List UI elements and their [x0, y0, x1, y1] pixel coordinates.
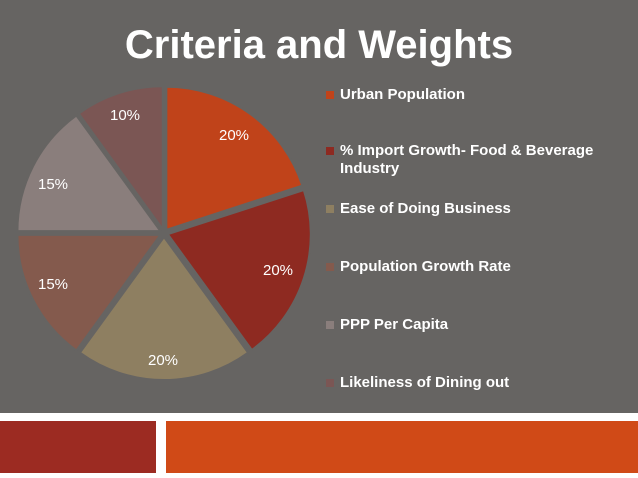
- slide: Criteria and Weights 20% 20% 20% 15% 15% 10% …: [0, 0, 638, 413]
- legend-label: Urban Population: [340, 86, 465, 103]
- legend-label: % Import Growth- Food & Beverage Industr…: [340, 142, 594, 177]
- pie-slice: [77, 85, 164, 233]
- pie-slice-label: 20%: [263, 262, 294, 279]
- legend-item: PPP Per Capita: [326, 316, 631, 334]
- pie-slice: [166, 188, 312, 352]
- legend-swatch: [326, 263, 334, 271]
- legend-swatch: [326, 379, 334, 387]
- legend-label: Ease of Doing Business: [340, 200, 511, 217]
- legend-item: Likeliness of Dining out: [326, 374, 631, 392]
- legend-label: PPP Per Capita: [340, 316, 449, 333]
- pie-slice-label: 20%: [219, 127, 250, 144]
- pie-slice: [16, 114, 163, 233]
- legend-swatch: [326, 91, 334, 99]
- pie-slice-label: 15%: [38, 276, 69, 293]
- pie-slice: [165, 85, 304, 232]
- legend-swatch: [326, 321, 334, 329]
- legend-item: Population Growth Rate: [326, 258, 631, 276]
- legend-item: Urban Population: [326, 86, 631, 104]
- pie-chart: [16, 85, 312, 381]
- legend-label: Population Growth Rate: [340, 258, 511, 275]
- legend-swatch: [326, 205, 334, 213]
- legend-item: % Import Growth- Food & Beverage Industr…: [326, 142, 631, 178]
- slide-title: Criteria and Weights: [124, 23, 514, 67]
- footer-bar-right: [166, 421, 638, 473]
- legend-swatch: [326, 147, 334, 155]
- footer-bar-left: [0, 421, 156, 473]
- pie-slice-label: 10%: [110, 107, 141, 124]
- pie-slice-label: 15%: [38, 176, 69, 193]
- pie-slice-label: 20%: [148, 352, 179, 369]
- pie-slice: [16, 233, 163, 352]
- legend-item: Ease of Doing Business: [326, 200, 631, 218]
- pie-slice: [78, 235, 250, 381]
- legend-label: Likeliness of Dining out: [340, 374, 510, 391]
